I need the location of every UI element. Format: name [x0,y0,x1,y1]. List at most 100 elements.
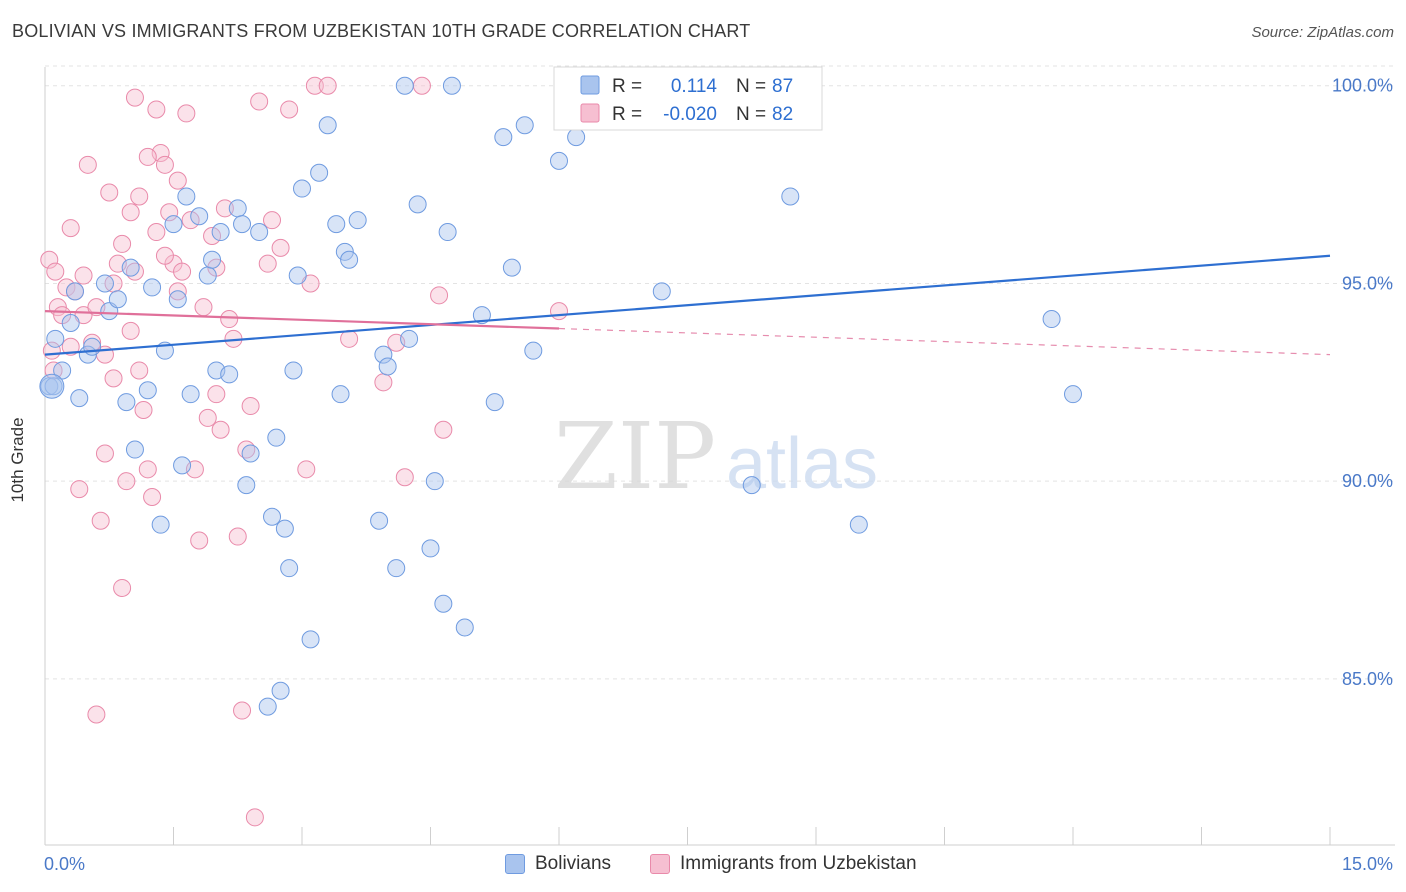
trend-lines [44,254,1331,356]
point-bolivians [340,250,359,269]
point-bolivians [1042,310,1061,329]
point-bolivians [233,215,252,234]
point-uzbekistan [61,219,80,238]
point-bolivians [220,365,239,384]
point-bolivians [781,187,800,206]
point-bolivians [515,116,534,135]
point-bolivians [425,472,444,491]
point-bolivians [442,76,461,95]
point-bolivians [387,559,406,578]
point-bolivians [95,274,114,293]
point-bolivians [173,456,192,475]
point-bolivians [400,329,419,348]
point-bolivians-large [39,373,65,399]
point-uzbekistan [130,187,149,206]
point-uzbekistan [57,278,76,297]
y-tick-label: 90.0% [1342,471,1393,491]
point-uzbekistan [250,92,269,111]
point-uzbekistan [228,527,247,546]
point-uzbekistan [168,171,187,190]
point-uzbekistan [215,199,234,218]
point-uzbekistan [190,531,209,550]
point-bolivians [438,223,457,242]
legend-swatch-bolivians [580,75,600,95]
axes [44,67,1395,846]
point-uzbekistan [280,100,299,119]
trend-line-uzbekistan [44,310,560,330]
point-uzbekistan [258,254,277,273]
point-bolivians [378,357,397,376]
point-bolivians [275,519,294,538]
trend-line-uzbekistan-extension [558,327,1331,356]
point-uzbekistan [113,234,132,253]
point-uzbekistan [117,472,136,491]
point-bolivians [241,444,260,463]
point-uzbekistan [220,310,239,329]
point-uzbekistan [100,183,119,202]
point-uzbekistan [297,460,316,479]
x-tick-label-max: 15.0% [1342,854,1393,874]
point-bolivians [1064,385,1082,404]
point-uzbekistan [121,203,140,222]
legend-swatch-blue [505,854,525,874]
point-bolivians [284,361,303,380]
y-tick-label: 85.0% [1342,669,1393,689]
point-bolivians [271,681,290,700]
point-bolivians [494,128,513,147]
point-uzbekistan [211,420,230,439]
point-bolivians [138,381,157,400]
point-bolivians [263,507,282,526]
point-bolivians [65,282,84,301]
point-uzbekistan [138,460,157,479]
legend-swatch-uzbekistan [580,103,600,123]
point-uzbekistan [147,100,166,119]
y-tick-labels: 85.0% 90.0% 95.0% 100.0% [1332,76,1393,689]
legend-r-value-2: -0.020 [663,104,717,125]
point-uzbekistan [70,480,89,499]
point-uzbekistan [203,227,222,245]
point-bolivians [61,314,80,332]
legend-swatch-pink [650,854,670,874]
x-tick-labels: 0.0% 15.0% [44,854,1393,874]
point-uzbekistan [434,420,453,439]
point-bolivians [348,211,367,230]
point-uzbekistan [207,385,226,404]
point-bolivians [181,385,200,404]
point-bolivians [267,428,286,447]
point-bolivians [455,618,474,637]
point-bolivians [125,440,144,459]
point-bolivians [849,515,868,534]
point-bolivians [198,266,217,285]
scatter-points [39,76,1082,827]
point-uzbekistan [263,211,282,230]
point-bolivians [164,215,183,234]
legend-n-value-2: 82 [772,104,793,125]
point-bolivians [742,476,761,495]
watermark: ZIP atlas [554,403,878,510]
point-uzbekistan [271,238,290,257]
point-uzbekistan [147,223,166,242]
point-uzbekistan [91,511,110,530]
point-bolivians [168,290,187,309]
point-uzbekistan [138,147,157,166]
stats-legend: R = 0.114 N = 87 R = -0.020 N = 82 [553,66,823,131]
point-uzbekistan [160,203,179,222]
point-uzbekistan [134,401,153,419]
watermark-atlas: atlas [726,424,878,504]
point-uzbekistan [395,468,414,487]
point-bolivians [318,116,337,135]
point-bolivians [211,223,230,242]
point-uzbekistan [40,250,59,269]
point-uzbekistan [168,282,187,301]
point-uzbekistan [340,329,359,348]
y-tick-label: 100.0% [1332,76,1393,96]
watermark-zip: ZIP [554,403,716,510]
point-uzbekistan [95,444,114,463]
grid-lines [45,65,1395,680]
point-bolivians [524,341,543,360]
point-uzbekistan [61,337,80,356]
point-bolivians [151,515,170,534]
point-uzbekistan [198,408,217,427]
point-uzbekistan [74,266,93,285]
